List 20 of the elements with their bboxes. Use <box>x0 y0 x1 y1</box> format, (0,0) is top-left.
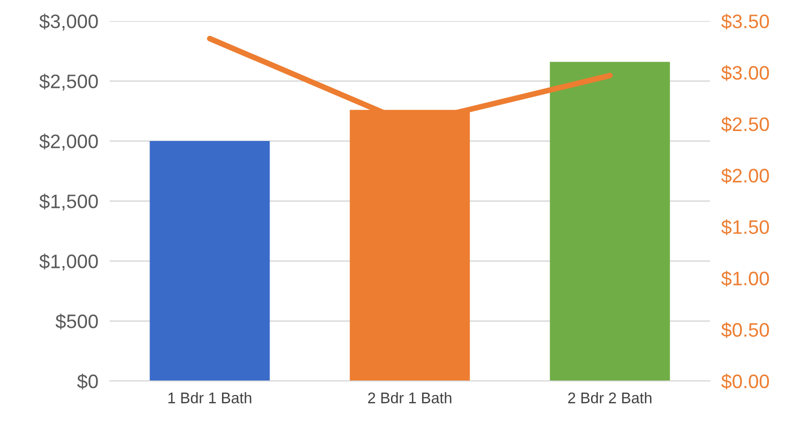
y-tick-label: $500 <box>56 314 98 330</box>
x-tick-label: 2 Bdr 2 Bath <box>568 392 652 404</box>
y2-tick-label: $2.50 <box>721 116 769 132</box>
y-tick-label: $3,000 <box>39 14 98 31</box>
y2-tick-label: $1.00 <box>721 270 769 287</box>
bar <box>150 141 270 382</box>
y2-tick-label: $3.50 <box>721 14 769 30</box>
y2-tick-label: $0.00 <box>721 374 769 390</box>
y2-tick-label: $2.00 <box>721 168 769 184</box>
y-tick-label: $0 <box>77 374 98 390</box>
y-tick-label: $1,000 <box>39 254 98 271</box>
y2-tick-label: $3.00 <box>721 65 769 81</box>
y-tick-label: $1,500 <box>39 194 98 211</box>
x-tick-label: 1 Bdr 1 Bath <box>168 392 252 404</box>
y-tick-label: $2,000 <box>39 134 98 151</box>
y2-tick-label: $1.50 <box>721 219 769 236</box>
y-tick-label: $2,500 <box>39 74 98 91</box>
y2-tick-label: $0.50 <box>721 322 769 338</box>
bar <box>550 62 670 382</box>
x-tick-label: 2 Bdr 1 Bath <box>368 392 452 404</box>
